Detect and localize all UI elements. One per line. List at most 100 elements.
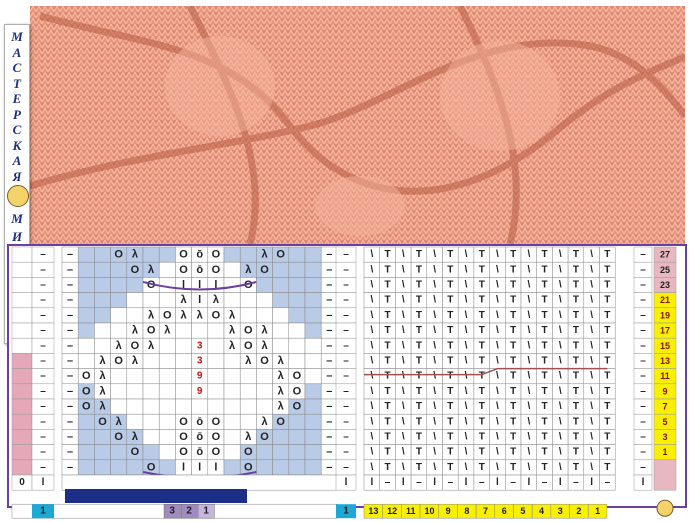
cable-symbol: \ bbox=[527, 356, 530, 367]
cable-symbol: T bbox=[541, 249, 547, 260]
cable-symbol: T bbox=[604, 249, 610, 260]
cable-symbol: \ bbox=[370, 386, 373, 397]
right-edge-mark: – bbox=[640, 447, 646, 458]
lace-cell bbox=[158, 444, 176, 461]
cable-symbol: T bbox=[479, 356, 485, 367]
lace-cell bbox=[256, 368, 273, 385]
cable-symbol: \ bbox=[465, 432, 468, 443]
cable-symbol: T bbox=[604, 462, 610, 473]
cable-symbol: \ bbox=[465, 264, 468, 275]
stitch-symbol: O bbox=[276, 416, 285, 428]
cable-symbol: T bbox=[510, 356, 516, 367]
right-edge-mark: – bbox=[640, 249, 646, 260]
cable-symbol: T bbox=[541, 280, 547, 291]
left-edge-cell bbox=[11, 353, 33, 369]
cable-symbol: \ bbox=[465, 356, 468, 367]
cable-symbol: \ bbox=[590, 310, 593, 321]
stitch-symbol: l bbox=[214, 461, 217, 473]
middle-edge-mark: – bbox=[343, 432, 349, 443]
row-number: 7 bbox=[662, 402, 667, 412]
stitch-symbol: λ bbox=[245, 431, 251, 443]
cable-symbol: \ bbox=[496, 356, 499, 367]
lace-cell bbox=[126, 277, 144, 293]
cable-symbol: \ bbox=[559, 432, 562, 443]
cable-symbol: T bbox=[384, 356, 390, 367]
cable-symbol: \ bbox=[590, 371, 593, 382]
cable-symbol: T bbox=[447, 340, 453, 351]
cable-symbol: T bbox=[416, 264, 422, 275]
lace-cell bbox=[304, 307, 322, 324]
lace-cell bbox=[304, 322, 322, 339]
left-edge-cell bbox=[11, 292, 33, 309]
cable-symbol: \ bbox=[590, 249, 593, 260]
column-number: 11 bbox=[406, 506, 416, 516]
stitch-symbol: – bbox=[67, 325, 73, 337]
sidebar-letter: Р bbox=[13, 106, 21, 122]
cable-symbol: T bbox=[541, 386, 547, 397]
lace-cell bbox=[77, 246, 95, 263]
right-edge-mark: l bbox=[642, 477, 645, 488]
cable-symbol: \ bbox=[370, 280, 373, 291]
edge-mark: – bbox=[40, 310, 46, 321]
stitch-symbol: O bbox=[293, 385, 302, 397]
cable-symbol: T bbox=[510, 371, 516, 382]
stitch-symbol: λ bbox=[245, 355, 251, 367]
stitch-symbol: l bbox=[182, 279, 185, 291]
lace-cell bbox=[256, 398, 273, 415]
row-number: 3 bbox=[662, 432, 667, 442]
column-number: 12 bbox=[387, 506, 397, 516]
stitch-symbol: O bbox=[131, 340, 140, 352]
stitch-symbol: O bbox=[212, 446, 221, 458]
stitch-symbol: O bbox=[179, 249, 188, 261]
lace-cell bbox=[272, 292, 290, 309]
edge-mark: – bbox=[40, 371, 46, 382]
right-edge-mark: – bbox=[640, 295, 646, 306]
stitch-symbol: – bbox=[326, 264, 332, 276]
lace-cell bbox=[256, 292, 273, 309]
lace-cell bbox=[142, 383, 160, 400]
sidebar-letter: С bbox=[12, 122, 22, 137]
cable-symbol: T bbox=[604, 416, 610, 427]
stitch-symbol: O bbox=[82, 401, 91, 413]
stitch-symbol: λ bbox=[180, 309, 186, 321]
edge-mark: – bbox=[40, 401, 46, 412]
left-edge-cell bbox=[11, 383, 33, 400]
lace-cell bbox=[94, 322, 111, 339]
stitch-symbol: O bbox=[260, 264, 269, 276]
edge-mark: – bbox=[40, 462, 46, 473]
cable-symbol: \ bbox=[465, 462, 468, 473]
stitch-symbol: O bbox=[212, 309, 221, 321]
left-edge-cell bbox=[11, 322, 33, 339]
lace-cell bbox=[288, 337, 306, 354]
lace-cell bbox=[304, 261, 322, 278]
lace-cell bbox=[256, 444, 273, 461]
lace-cell bbox=[256, 307, 273, 324]
right-edge-mark: – bbox=[640, 386, 646, 397]
cable-symbol: \ bbox=[433, 280, 436, 291]
lace-cell bbox=[288, 261, 306, 278]
cable-symbol: T bbox=[447, 325, 453, 336]
cable-symbol: \ bbox=[465, 295, 468, 306]
cable-symbol: \ bbox=[433, 371, 436, 382]
middle-edge-mark: – bbox=[343, 386, 349, 397]
stitch-symbol: λ bbox=[229, 340, 235, 352]
row-number: 9 bbox=[662, 386, 667, 396]
sidebar-letter: И bbox=[11, 229, 23, 244]
lace-cell bbox=[126, 398, 144, 415]
row-number: 17 bbox=[660, 326, 670, 336]
cable-symbol: T bbox=[510, 310, 516, 321]
cable-symbol: T bbox=[384, 249, 390, 260]
column-number: 1 bbox=[595, 506, 600, 516]
row-number: 25 bbox=[660, 265, 670, 275]
cable-symbol: – bbox=[605, 477, 611, 488]
stitch-symbol: O bbox=[163, 309, 172, 321]
cable-cell bbox=[599, 474, 616, 491]
lace-cell bbox=[304, 429, 322, 445]
cable-symbol: T bbox=[447, 371, 453, 382]
cable-symbol: – bbox=[385, 477, 391, 488]
cable-symbol: \ bbox=[527, 371, 530, 382]
middle-repeat-cell bbox=[336, 504, 356, 519]
cable-symbol: \ bbox=[433, 325, 436, 336]
stitch-symbol: O bbox=[131, 446, 140, 458]
cable-symbol: \ bbox=[402, 325, 405, 336]
